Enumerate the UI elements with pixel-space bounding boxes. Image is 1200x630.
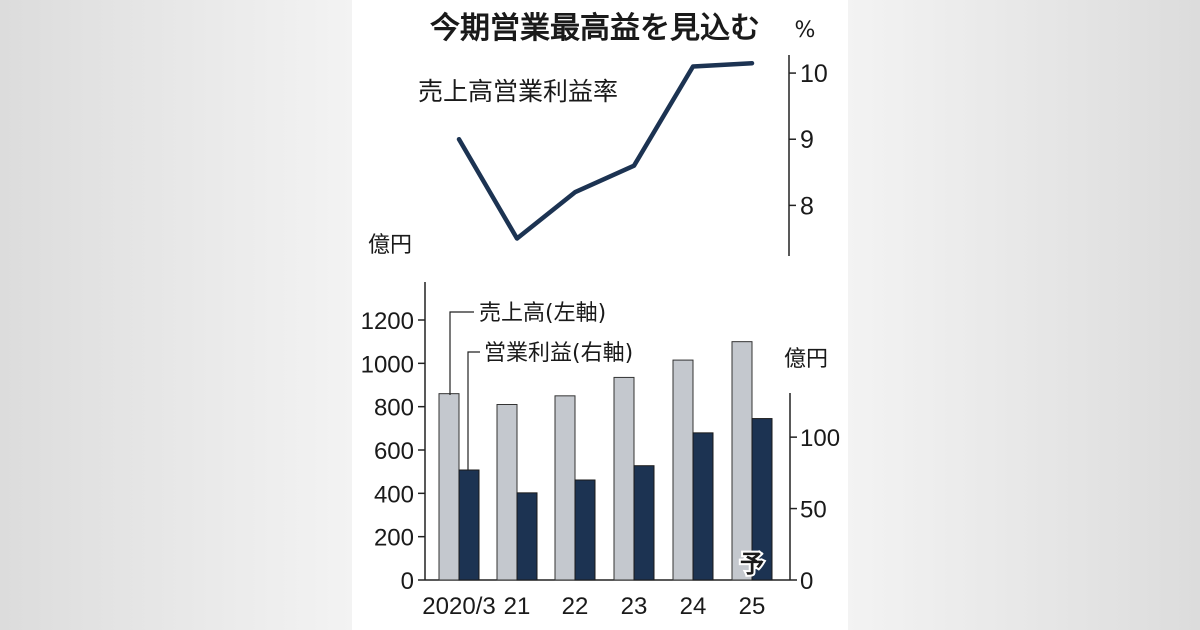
- x-axis-label: 23: [621, 593, 648, 620]
- right-background-panel: [848, 0, 1200, 630]
- bar-sales: [554, 395, 576, 581]
- x-axis-label: 24: [680, 593, 707, 620]
- line-series-label: 売上高営業利益率: [418, 77, 618, 106]
- x-axis-label: 25: [739, 593, 766, 620]
- bar-operating-profit: [574, 479, 596, 581]
- legend-leader-sales: [449, 311, 474, 395]
- bar-operating-profit: [692, 432, 714, 581]
- left-axis-unit: 億円: [368, 233, 412, 258]
- right-axis-tick-label: 50: [800, 497, 827, 524]
- left-axis-tick-label: 200: [374, 525, 414, 552]
- bar-operating-profit: [633, 465, 655, 581]
- ratio-series-line: [456, 60, 755, 241]
- bar-operating-profit: [458, 469, 480, 581]
- left-axis-tick-label: 800: [374, 395, 414, 422]
- bar-operating-profit: [751, 418, 773, 581]
- forecast-mark: 予: [740, 550, 764, 578]
- bar-sales: [731, 341, 753, 581]
- left-background-panel: [0, 0, 352, 630]
- legend-profit-label: 営業利益(右軸): [484, 341, 633, 366]
- left-axis-tick-label: 0: [401, 568, 414, 595]
- line-right-unit: %: [795, 18, 816, 43]
- left-axis-tick-label: 400: [374, 481, 414, 508]
- left-axis-tick-label: 1200: [361, 308, 414, 335]
- line-axis-tick-label: 10: [800, 60, 828, 88]
- x-axis-label: 22: [562, 593, 589, 620]
- legend-leader-profit: [467, 351, 480, 470]
- right-axis-tick-label: 100: [800, 425, 840, 452]
- bar-operating-profit: [516, 492, 538, 581]
- line-axis-tick-label: 9: [800, 126, 814, 154]
- right-axis-unit: 億円: [784, 347, 828, 372]
- bar-sales: [672, 359, 694, 581]
- right-axis-tick-label: 0: [800, 568, 813, 595]
- chart-title: 今期営業最高益を見込む: [430, 11, 760, 46]
- bar-sales: [438, 393, 460, 581]
- left-axis-tick-label: 600: [374, 438, 414, 465]
- bar-sales: [496, 404, 518, 581]
- legend-sales-label: 売上高(左軸): [479, 301, 606, 326]
- left-axis-tick-label: 1000: [361, 351, 414, 378]
- line-axis-tick-label: 8: [800, 192, 814, 220]
- bar-sales: [613, 376, 635, 581]
- x-axis-label: 2020/3: [422, 593, 495, 620]
- x-axis-label: 21: [504, 593, 531, 620]
